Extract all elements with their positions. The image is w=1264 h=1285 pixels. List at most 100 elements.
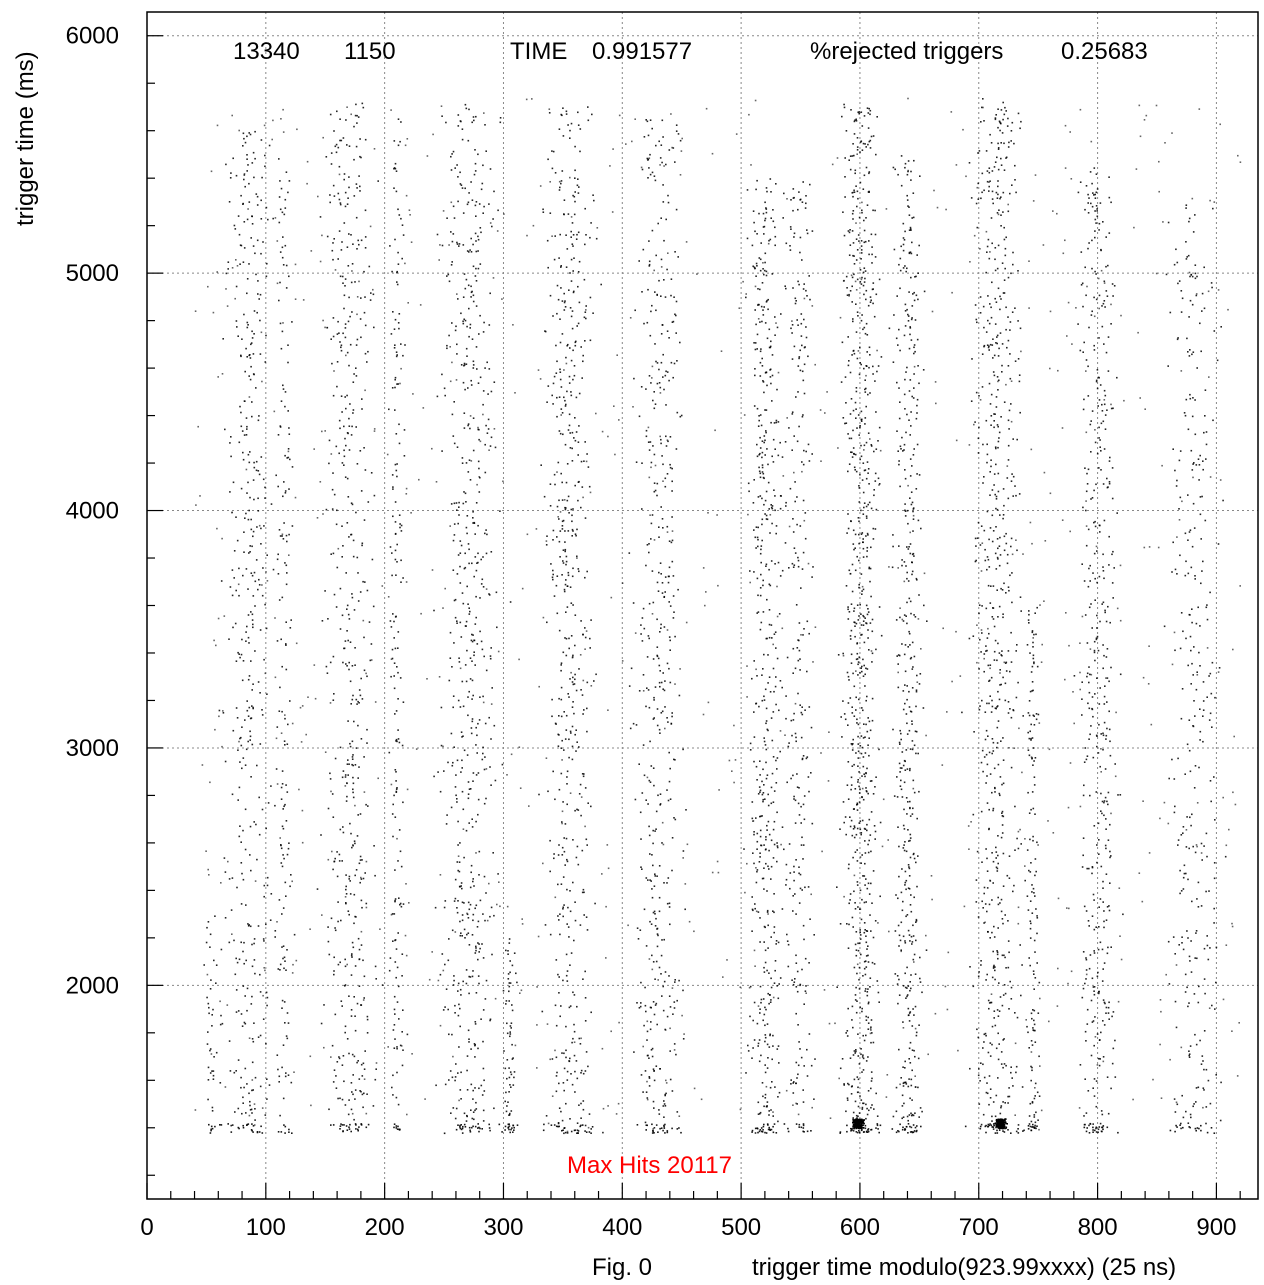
data-point bbox=[663, 388, 665, 391]
data-point bbox=[246, 218, 249, 221]
data-point bbox=[862, 658, 864, 661]
data-point bbox=[461, 759, 463, 762]
data-point bbox=[464, 388, 466, 391]
data-point bbox=[338, 860, 341, 862]
data-point bbox=[490, 784, 492, 786]
data-point bbox=[763, 740, 766, 743]
data-point bbox=[865, 505, 868, 508]
data-point bbox=[464, 1126, 467, 1128]
data-point bbox=[566, 585, 569, 587]
data-point bbox=[491, 687, 493, 689]
data-point bbox=[393, 662, 396, 664]
data-point bbox=[910, 910, 913, 913]
data-point bbox=[806, 295, 808, 297]
data-point bbox=[904, 841, 906, 843]
data-point bbox=[357, 700, 359, 703]
data-point bbox=[482, 164, 484, 167]
data-point bbox=[470, 871, 472, 874]
data-point bbox=[895, 337, 898, 340]
data-point bbox=[661, 119, 664, 122]
data-point bbox=[793, 547, 796, 549]
data-point bbox=[648, 834, 651, 837]
data-point bbox=[569, 307, 572, 309]
data-point bbox=[481, 943, 483, 945]
data-point bbox=[909, 333, 911, 336]
data-point bbox=[238, 653, 240, 655]
data-point bbox=[565, 403, 567, 406]
data-point bbox=[759, 269, 762, 272]
data-point bbox=[904, 265, 906, 267]
data-point bbox=[566, 1132, 569, 1134]
data-point bbox=[243, 174, 246, 176]
data-point bbox=[247, 923, 249, 925]
data-point bbox=[915, 705, 917, 708]
data-point bbox=[651, 570, 654, 572]
data-point bbox=[330, 553, 332, 555]
data-point bbox=[904, 162, 907, 165]
data-point bbox=[856, 884, 859, 886]
data-point bbox=[250, 528, 253, 531]
data-point bbox=[850, 629, 853, 632]
data-point bbox=[797, 324, 799, 326]
data-point bbox=[571, 725, 574, 728]
data-point bbox=[282, 388, 285, 390]
data-point bbox=[335, 143, 338, 146]
data-point bbox=[344, 336, 347, 339]
data-point bbox=[761, 877, 764, 880]
data-point bbox=[558, 734, 560, 736]
data-point bbox=[570, 230, 572, 233]
data-point bbox=[502, 989, 505, 992]
data-point bbox=[752, 210, 755, 212]
data-point bbox=[513, 1071, 516, 1073]
data-point bbox=[904, 230, 906, 233]
data-point bbox=[899, 401, 901, 403]
data-point bbox=[860, 249, 863, 251]
data-point bbox=[861, 1071, 863, 1073]
data-point bbox=[229, 442, 231, 444]
data-point bbox=[391, 387, 394, 389]
data-point bbox=[359, 190, 361, 192]
data-point bbox=[660, 973, 662, 975]
data-point bbox=[850, 776, 853, 779]
data-point bbox=[339, 427, 341, 430]
data-point bbox=[847, 1082, 849, 1085]
data-point bbox=[290, 1081, 293, 1084]
data-point bbox=[347, 1113, 350, 1116]
data-point bbox=[358, 985, 361, 987]
data-point bbox=[566, 860, 569, 863]
data-point bbox=[802, 924, 805, 927]
data-point bbox=[863, 664, 865, 667]
data-point bbox=[913, 346, 915, 349]
data-point bbox=[234, 228, 237, 230]
data-point bbox=[252, 1089, 254, 1091]
data-point bbox=[909, 1041, 912, 1044]
data-point bbox=[566, 344, 568, 347]
data-point bbox=[867, 744, 869, 746]
data-point bbox=[775, 419, 778, 422]
data-point bbox=[334, 1013, 337, 1016]
data-point bbox=[393, 167, 396, 169]
data-point bbox=[569, 137, 571, 139]
data-point bbox=[342, 770, 345, 772]
data-point bbox=[760, 573, 762, 576]
data-point bbox=[771, 1058, 773, 1061]
data-point bbox=[872, 936, 875, 939]
data-point bbox=[863, 773, 865, 775]
data-point bbox=[910, 1126, 913, 1129]
data-point bbox=[768, 972, 770, 974]
data-point bbox=[571, 327, 574, 330]
data-point bbox=[847, 608, 849, 611]
data-point bbox=[875, 648, 877, 651]
data-point bbox=[253, 959, 256, 961]
data-point bbox=[396, 1001, 399, 1003]
data-point bbox=[805, 757, 808, 760]
data-point bbox=[808, 460, 811, 462]
data-point bbox=[661, 582, 664, 584]
data-point bbox=[768, 994, 771, 996]
data-point bbox=[470, 1109, 472, 1111]
data-point bbox=[344, 1031, 346, 1034]
data-point bbox=[848, 679, 850, 681]
data-point bbox=[767, 463, 769, 466]
data-point bbox=[910, 276, 912, 279]
data-point bbox=[915, 730, 918, 733]
